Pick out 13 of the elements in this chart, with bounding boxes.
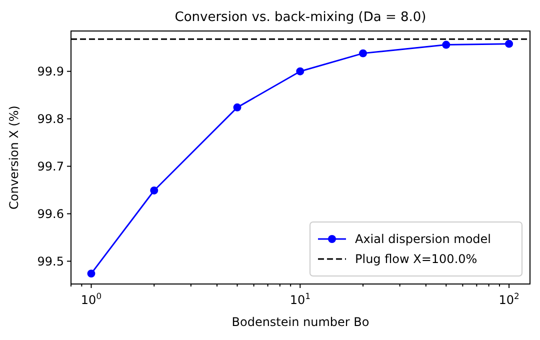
legend-label: Plug flow X=100.0% — [355, 252, 478, 266]
y-tick-label: 99.5 — [37, 254, 64, 268]
y-axis-title: Conversion X (%) — [7, 106, 21, 210]
y-tick-label: 99.9 — [37, 64, 64, 79]
y-tick-label: 99.7 — [37, 159, 64, 174]
x-tick-label: 10$^{0}$ — [80, 291, 102, 307]
chart-title: Conversion vs. back-mixing (Da = 8.0) — [174, 10, 426, 25]
legend-label: Axial dispersion model — [355, 232, 491, 246]
y-tick-label: 99.6 — [37, 206, 64, 221]
x-axis-title: Bodenstein number Bo — [232, 315, 370, 329]
x-tick-label: 10$^{2}$ — [498, 291, 520, 307]
y-tick-label: 99.8 — [37, 112, 64, 126]
x-tick-label: 10$^{1}$ — [290, 291, 310, 307]
